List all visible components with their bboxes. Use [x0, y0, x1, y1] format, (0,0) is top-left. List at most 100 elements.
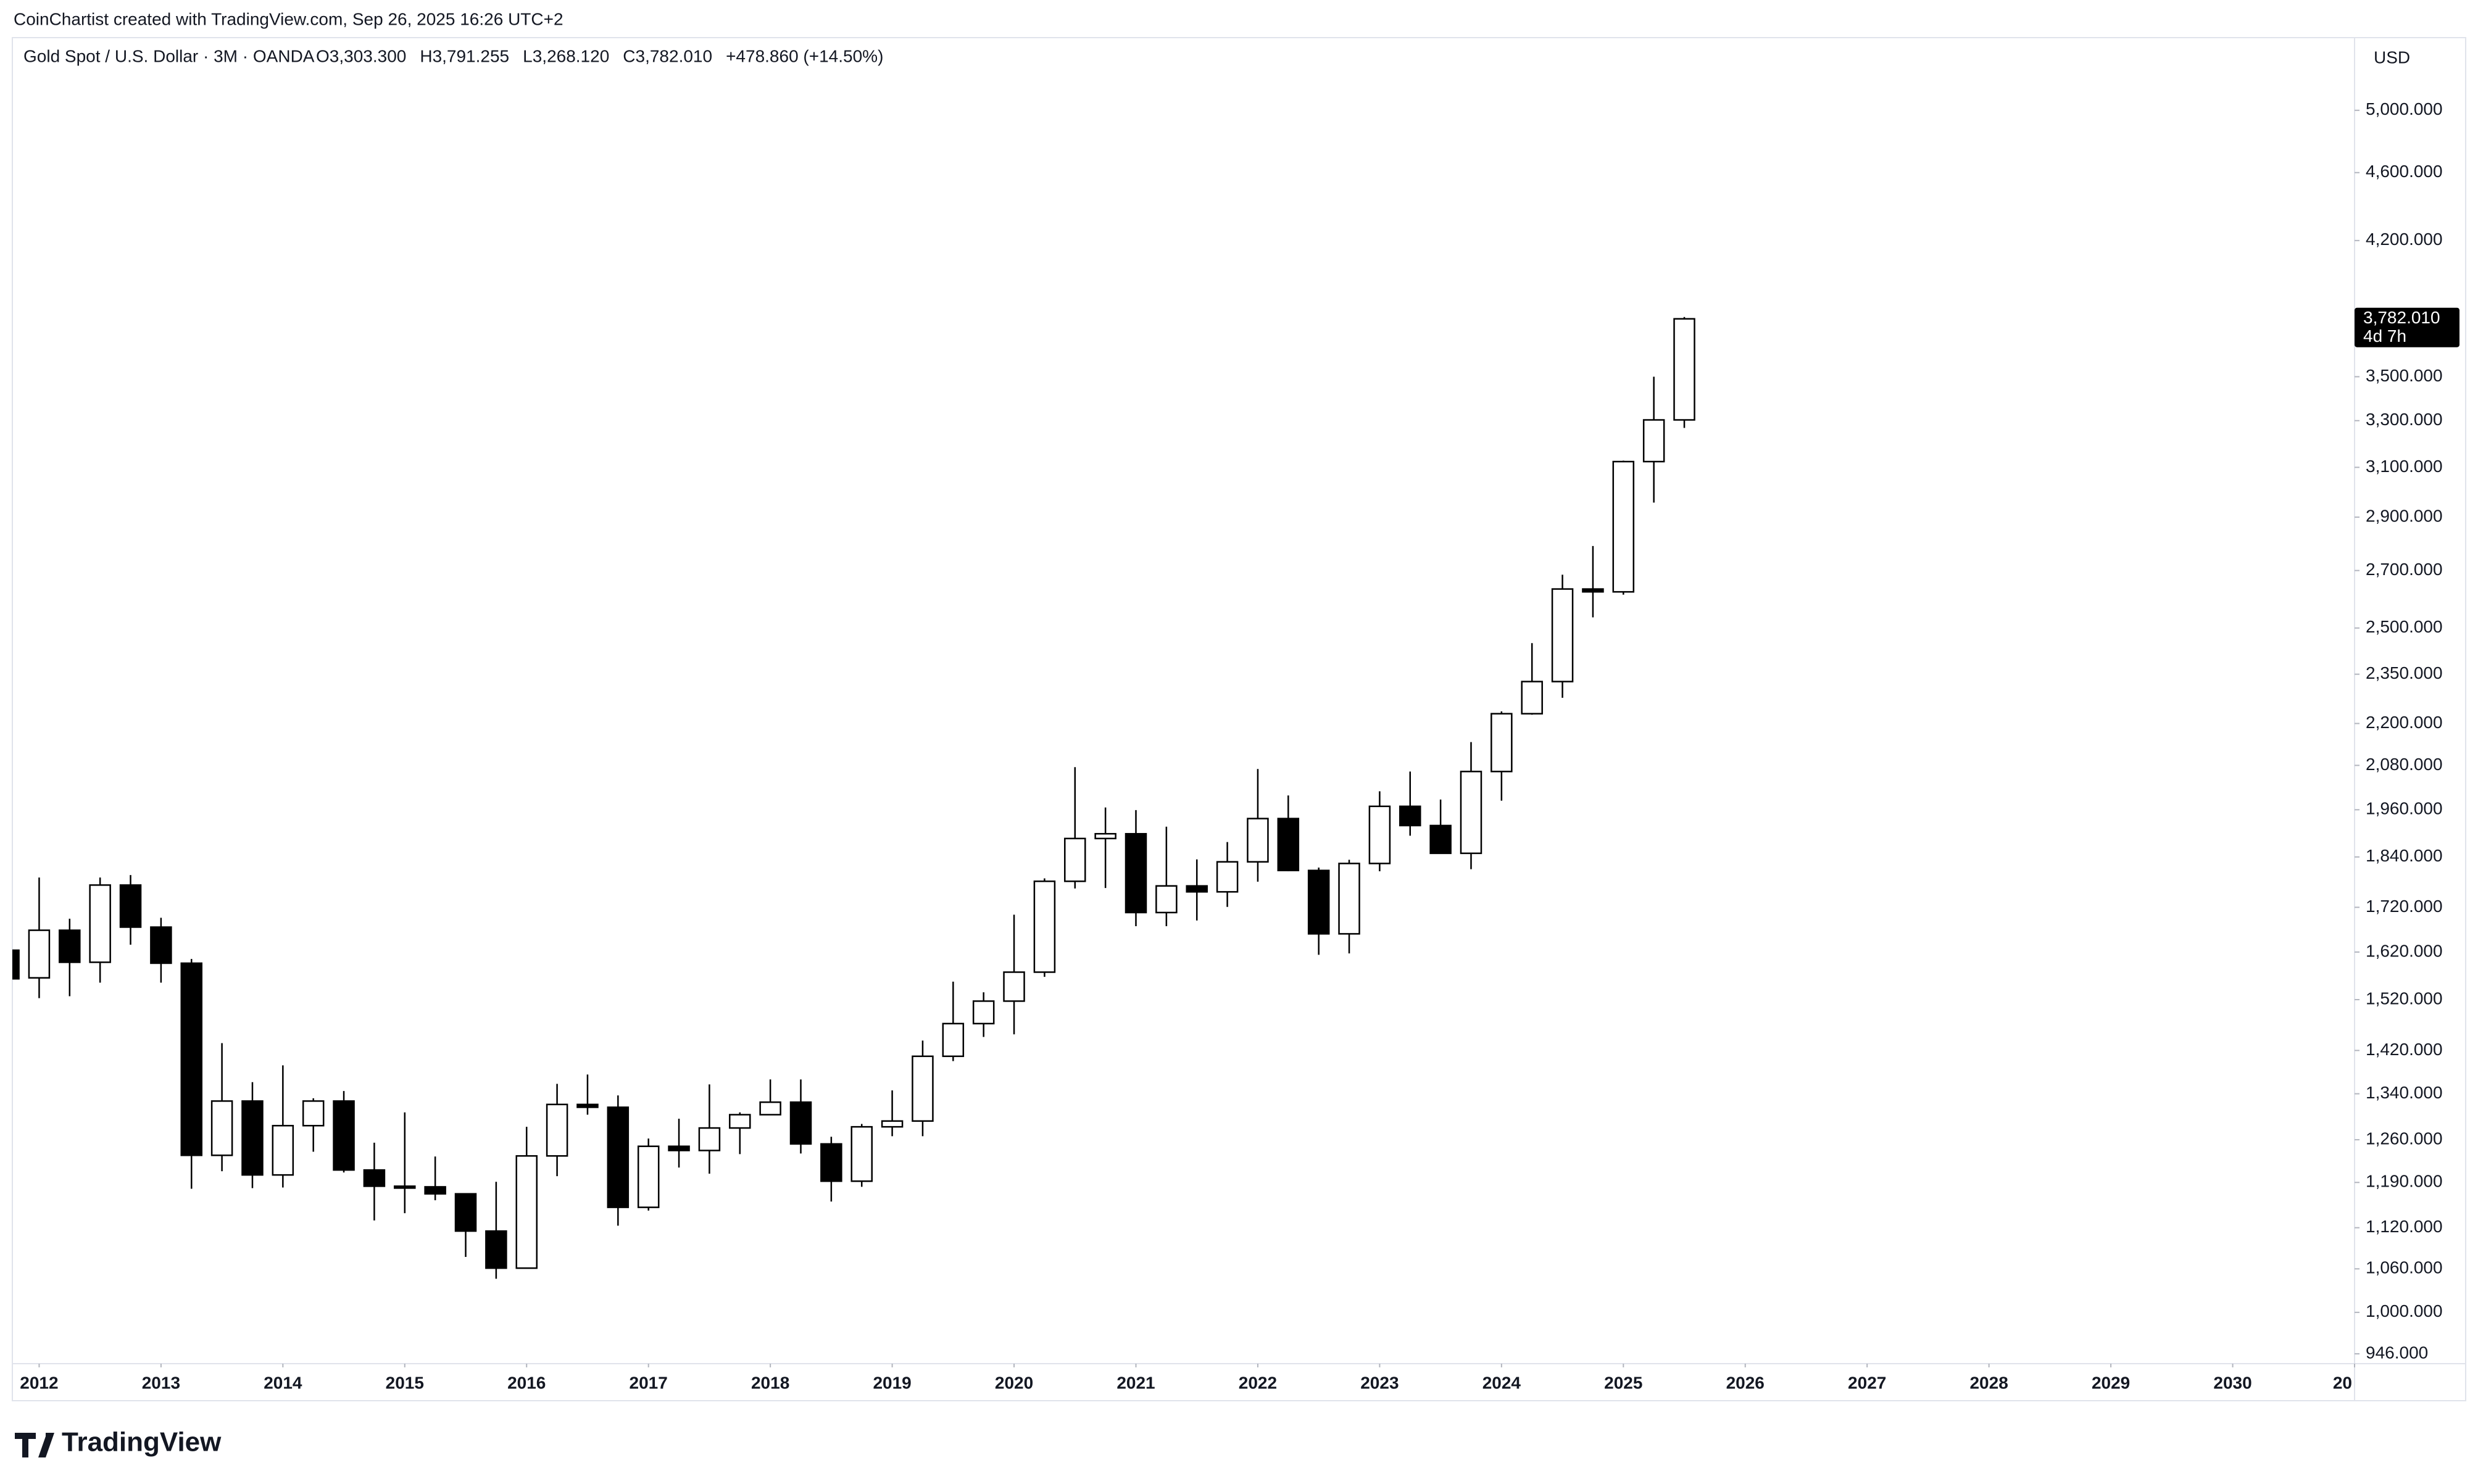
candle-body [1247, 818, 1269, 863]
candle-body [1186, 885, 1208, 893]
y-tick-label: 2,700.000 [2366, 560, 2443, 579]
x-tick-label: 2027 [1848, 1373, 1886, 1392]
candle-body [1673, 318, 1695, 421]
y-tick-label: 1,120.000 [2366, 1217, 2443, 1236]
y-tick-label: 3,100.000 [2366, 457, 2443, 476]
y-tick-label: 3,300.000 [2366, 410, 2443, 429]
y-tick-label: 4,200.000 [2366, 230, 2443, 249]
candle-body [1399, 805, 1421, 827]
x-tick-label: 2020 [995, 1373, 1033, 1392]
y-tick-label: 1,840.000 [2366, 846, 2443, 865]
logo-icon [15, 1433, 54, 1457]
candle-body [881, 1120, 904, 1128]
candle-body [1033, 880, 1056, 973]
y-tick-label: 1,720.000 [2366, 897, 2443, 916]
y-tick-label: 2,500.000 [2366, 617, 2443, 636]
x-tick-label: 2017 [630, 1373, 668, 1392]
candle-body [515, 1155, 538, 1269]
candle-body [789, 1101, 812, 1145]
candle-body [1003, 971, 1025, 1002]
y-tick-label: 1,620.000 [2366, 941, 2443, 960]
candle-body [1216, 861, 1239, 893]
candle-body [1094, 832, 1116, 840]
candle-body [363, 1169, 386, 1187]
candle-body [820, 1143, 842, 1182]
attribution: CoinChartist created with TradingView.co… [14, 9, 563, 28]
candle-body [759, 1101, 781, 1116]
candle-body [729, 1114, 751, 1129]
x-tick-label: 2014 [264, 1373, 302, 1392]
candle-body [424, 1186, 446, 1195]
candle-body [1338, 863, 1360, 935]
ohlc-legend: +478.860 (+14.50%) [726, 46, 883, 65]
y-tick-label: 2,900.000 [2366, 507, 2443, 526]
candle-body [89, 884, 111, 963]
brand: TradingView [62, 1427, 222, 1457]
candle-body [333, 1100, 355, 1171]
x-tick-label: 2023 [1360, 1373, 1399, 1392]
candle-body [607, 1106, 630, 1208]
candle-body [1582, 588, 1604, 593]
candle-body [668, 1145, 690, 1151]
x-tick-label: 2012 [20, 1373, 58, 1392]
y-tick-label: 2,080.000 [2366, 755, 2443, 774]
countdown: 4d 7h [2363, 326, 2406, 346]
y-tick-label: 1,340.000 [2366, 1083, 2443, 1102]
candle-body [1125, 832, 1147, 914]
candle-body [454, 1193, 477, 1232]
candle-body [180, 962, 203, 1156]
x-tick-label: 2028 [1969, 1373, 2008, 1392]
candle-body [546, 1103, 568, 1157]
y-tick-label: 2,350.000 [2366, 663, 2443, 682]
ohlc-legend: H3,791.255 [420, 46, 509, 65]
candle-body [1612, 460, 1635, 593]
candle-body [1491, 713, 1513, 773]
candle-body [942, 1022, 965, 1058]
x-tick-label: 2030 [2213, 1373, 2251, 1392]
ohlc-legend: C3,782.010 [623, 46, 712, 65]
x-tick-label: 2029 [2092, 1373, 2130, 1392]
logo: TradingView [15, 1427, 222, 1457]
y-tick-label: 1,060.000 [2366, 1258, 2443, 1277]
candle-body [1277, 818, 1300, 871]
x-tick-label: 2018 [751, 1373, 789, 1392]
candle-body [241, 1100, 264, 1176]
candle-body [1642, 419, 1665, 463]
x-tick-label: 2022 [1239, 1373, 1277, 1392]
candle-body [912, 1055, 934, 1122]
x-tick-label: 2025 [1604, 1373, 1642, 1392]
candle-body [302, 1100, 325, 1127]
y-tick-label: 5,000.000 [2366, 99, 2443, 118]
x-tick-label: 2021 [1116, 1373, 1155, 1392]
candle-body [576, 1103, 599, 1108]
y-tick-label: 946.000 [2366, 1343, 2428, 1362]
candle-body [28, 929, 51, 979]
ohlc-legend: O3,303.300 [316, 46, 406, 65]
ohlc-legend: L3,268.120 [523, 46, 609, 65]
plot [12, 317, 1695, 1279]
y-tick-label: 3,500.000 [2366, 366, 2443, 385]
y-tick-label: 1,190.000 [2366, 1172, 2443, 1191]
candle-body [1307, 869, 1330, 935]
candle-body [1551, 588, 1574, 682]
y-tick-label: 4,600.000 [2366, 162, 2443, 181]
candle-body [150, 926, 172, 964]
candle-body [119, 884, 142, 928]
x-tick-label: 20 [2333, 1373, 2352, 1392]
candle-body [1368, 805, 1391, 864]
x-tick-label: 2015 [386, 1373, 424, 1392]
x-tick-label: 2013 [142, 1373, 180, 1392]
candle-body [1064, 837, 1086, 882]
symbol: Gold Spot / U.S. Dollar · 3M · OANDA [23, 46, 315, 65]
frame [12, 37, 2466, 1401]
y-tick-label: 2,200.000 [2366, 713, 2443, 732]
candle-body [12, 949, 20, 980]
candle-body [272, 1125, 294, 1176]
candle-body [485, 1230, 507, 1269]
x-tick-label: 2026 [1726, 1373, 1765, 1392]
y-tick-label: 1,420.000 [2366, 1040, 2443, 1059]
last-price-badge [2355, 307, 2459, 347]
candle-body [1521, 681, 1543, 715]
